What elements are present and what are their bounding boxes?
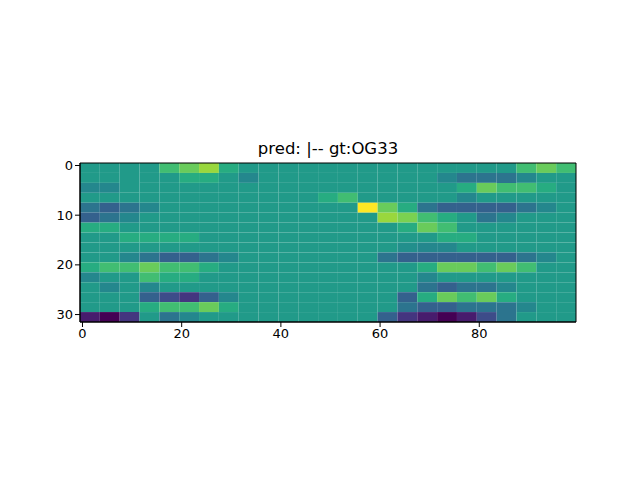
svg-text:80: 80 bbox=[471, 326, 488, 341]
svg-text:0: 0 bbox=[78, 326, 86, 341]
svg-text:0: 0 bbox=[65, 158, 73, 173]
svg-text:20: 20 bbox=[56, 257, 73, 272]
svg-text:30: 30 bbox=[56, 307, 73, 322]
svg-text:10: 10 bbox=[56, 208, 73, 223]
svg-text:60: 60 bbox=[372, 326, 389, 341]
svg-text:40: 40 bbox=[273, 326, 290, 341]
html-text:pred: |-- gt:OG33: pred: |-- gt:OG33 bbox=[257, 139, 399, 158]
svg-text:20: 20 bbox=[173, 326, 190, 341]
